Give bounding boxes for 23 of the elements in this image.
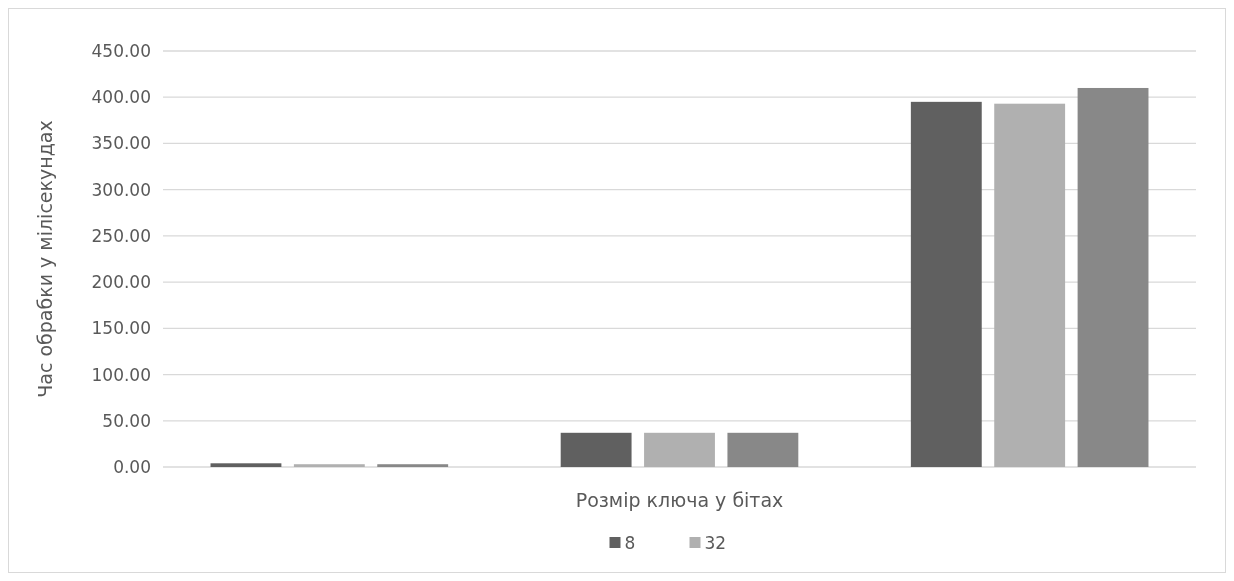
y-tick-label: 200.00 [91,272,151,293]
y-tick-label: 100.00 [91,364,151,385]
y-tick-label: 450.00 [91,40,151,61]
y-axis-title: Час обрабки у мілісекундах [34,120,56,398]
bar [644,432,715,467]
bar [994,103,1066,467]
y-tick-label: 350.00 [91,133,151,154]
bar [293,464,365,467]
y-tick-label: 150.00 [91,318,151,339]
y-tick-label: 400.00 [91,87,151,108]
bar [910,101,982,467]
y-tick-label: 50.00 [102,410,151,431]
y-tick-label: 250.00 [91,225,151,246]
x-axis-title: Розмір ключа у бітах [575,489,784,511]
bar [727,432,799,467]
bar [210,463,282,467]
bar [560,432,632,467]
bar [377,464,449,467]
y-tick-label: 300.00 [91,179,151,200]
bar [1077,87,1149,467]
legend-label: 32 [704,532,727,553]
y-tick-label: 0.00 [113,456,151,477]
legend-label: 8 [624,532,636,553]
